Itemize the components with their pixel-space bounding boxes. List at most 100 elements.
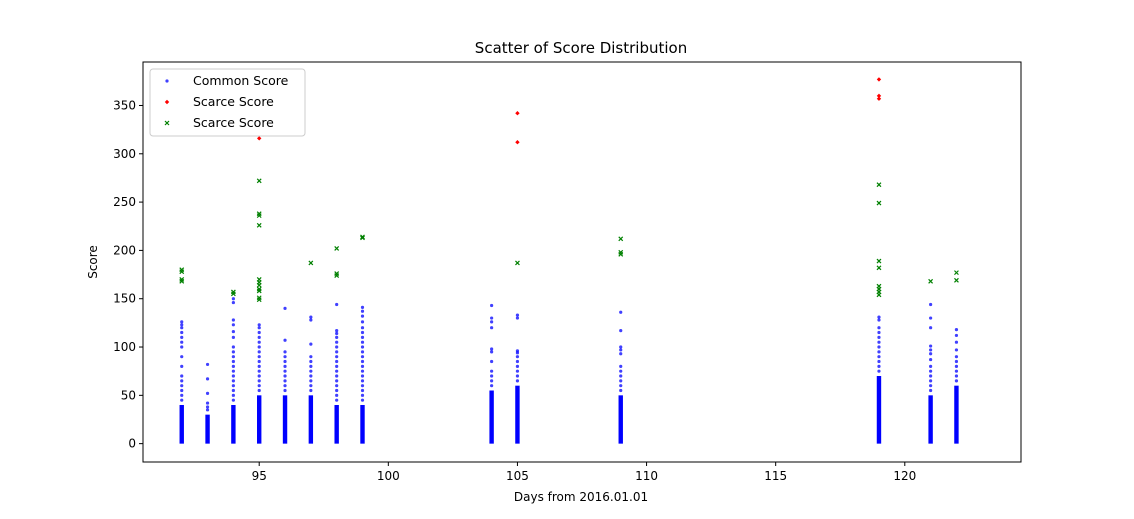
data-point [231,359,235,364]
data-point [256,213,262,219]
data-point [490,347,494,351]
data-point [231,369,235,373]
data-point [929,357,933,362]
data-point [335,393,339,397]
data-point [180,340,184,344]
data-point [490,350,494,354]
data-point [335,398,339,402]
data-point [490,320,494,324]
data-point [309,388,313,393]
data-point [283,384,287,388]
data-point [619,384,623,388]
data-point [179,269,185,275]
dense-point-column [179,404,184,444]
data-point [954,379,959,383]
data-point [876,292,882,298]
data-point [180,326,184,330]
data-point [180,355,184,359]
data-point [877,345,881,349]
series-0 [179,297,959,444]
y-tick-label: 200 [113,243,136,257]
data-point [515,355,520,359]
data-point [877,335,881,339]
data-point [256,297,262,303]
data-point [360,320,365,324]
data-point [954,355,959,359]
data-point [618,251,624,257]
data-point [877,355,881,359]
data-point [877,364,881,368]
data-point [257,330,261,335]
legend-marker [164,99,170,105]
dense-point-column [282,395,288,444]
data-point [515,359,520,364]
data-point [360,364,365,368]
data-point [360,309,365,313]
data-point [360,330,365,335]
x-tick-label: 95 [252,469,267,483]
y-axis: 0 50 100 150 200 250 300 350 [113,98,143,451]
dense-point-column [954,385,959,444]
data-point [928,278,934,284]
data-point [309,369,313,373]
data-point [490,303,494,308]
data-point [360,305,365,310]
data-point [876,77,882,82]
data-point [257,355,261,359]
data-point [876,200,882,206]
data-point [954,364,959,368]
data-point [257,340,261,344]
legend-marker [164,120,170,126]
data-point [257,379,261,383]
data-point [619,388,623,393]
dense-point-column [489,390,494,444]
data-point [180,384,184,388]
data-point [360,350,365,354]
data-point [180,374,184,378]
data-point [360,326,365,330]
data-point [490,359,494,364]
data-point [180,398,184,402]
data-point [360,369,365,373]
data-point [180,364,184,368]
data-point [230,291,236,297]
x-tick-label: 110 [635,469,658,483]
x-tick-label: 115 [764,469,787,483]
data-point [231,393,235,397]
data-point [256,178,262,184]
data-point [231,323,235,327]
data-point [360,340,365,344]
data-point [180,379,184,383]
data-point [360,355,365,359]
data-point [877,350,881,354]
y-tick-label: 350 [113,98,136,112]
data-point [877,369,881,373]
data-point [283,359,287,364]
data-point [490,379,494,383]
data-point [360,384,365,388]
data-point [360,398,365,402]
data-point [231,318,235,322]
data-point [954,270,959,276]
y-tick-label: 100 [113,340,136,354]
data-point [308,260,314,266]
data-point [231,345,235,349]
data-point [231,335,235,339]
x-tick-label: 120 [893,469,916,483]
legend: Common Score Scarce Score Scarce Score [149,68,306,137]
data-point [180,388,184,393]
data-point [334,246,340,251]
data-point [309,342,313,346]
data-point [929,352,933,356]
data-point [283,350,287,354]
data-point [283,306,287,310]
data-point [877,318,881,322]
data-point [180,323,184,327]
data-point [515,316,520,320]
data-point [360,345,365,349]
legend-label: Scarce Score [193,115,274,130]
data-point [335,328,339,333]
data-point [876,93,882,99]
data-point [256,288,262,294]
